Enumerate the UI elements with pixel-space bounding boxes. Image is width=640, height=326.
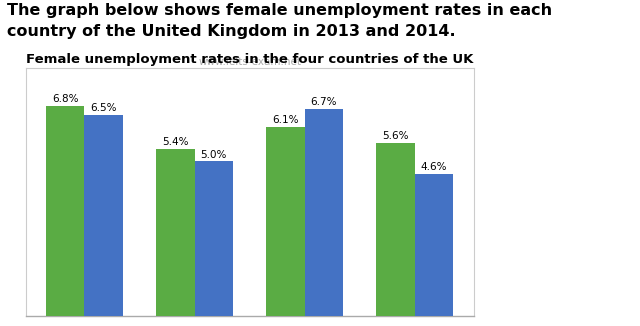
Text: 6.1%: 6.1% — [272, 115, 299, 126]
Text: 5.4%: 5.4% — [162, 137, 189, 147]
Bar — [46, 106, 84, 316]
Text: The graph below shows female unemployment rates in each
country of the United Ki: The graph below shows female unemploymen… — [7, 3, 552, 39]
Bar — [376, 143, 415, 316]
Bar — [266, 127, 305, 316]
Title: Female unemployment rates in the four countries of the UK: Female unemployment rates in the four co… — [26, 53, 474, 66]
Bar — [195, 161, 233, 316]
Bar — [415, 174, 453, 316]
Text: 6.8%: 6.8% — [52, 94, 79, 104]
Text: 4.6%: 4.6% — [420, 162, 447, 172]
Text: 5.0%: 5.0% — [200, 150, 227, 159]
Text: 6.5%: 6.5% — [90, 103, 117, 113]
Text: www.ielts-exam.net: www.ielts-exam.net — [198, 57, 301, 67]
Bar — [156, 149, 195, 316]
Bar — [84, 115, 123, 316]
Bar — [305, 109, 343, 316]
Text: 5.6%: 5.6% — [382, 131, 409, 141]
Text: 6.7%: 6.7% — [310, 97, 337, 107]
